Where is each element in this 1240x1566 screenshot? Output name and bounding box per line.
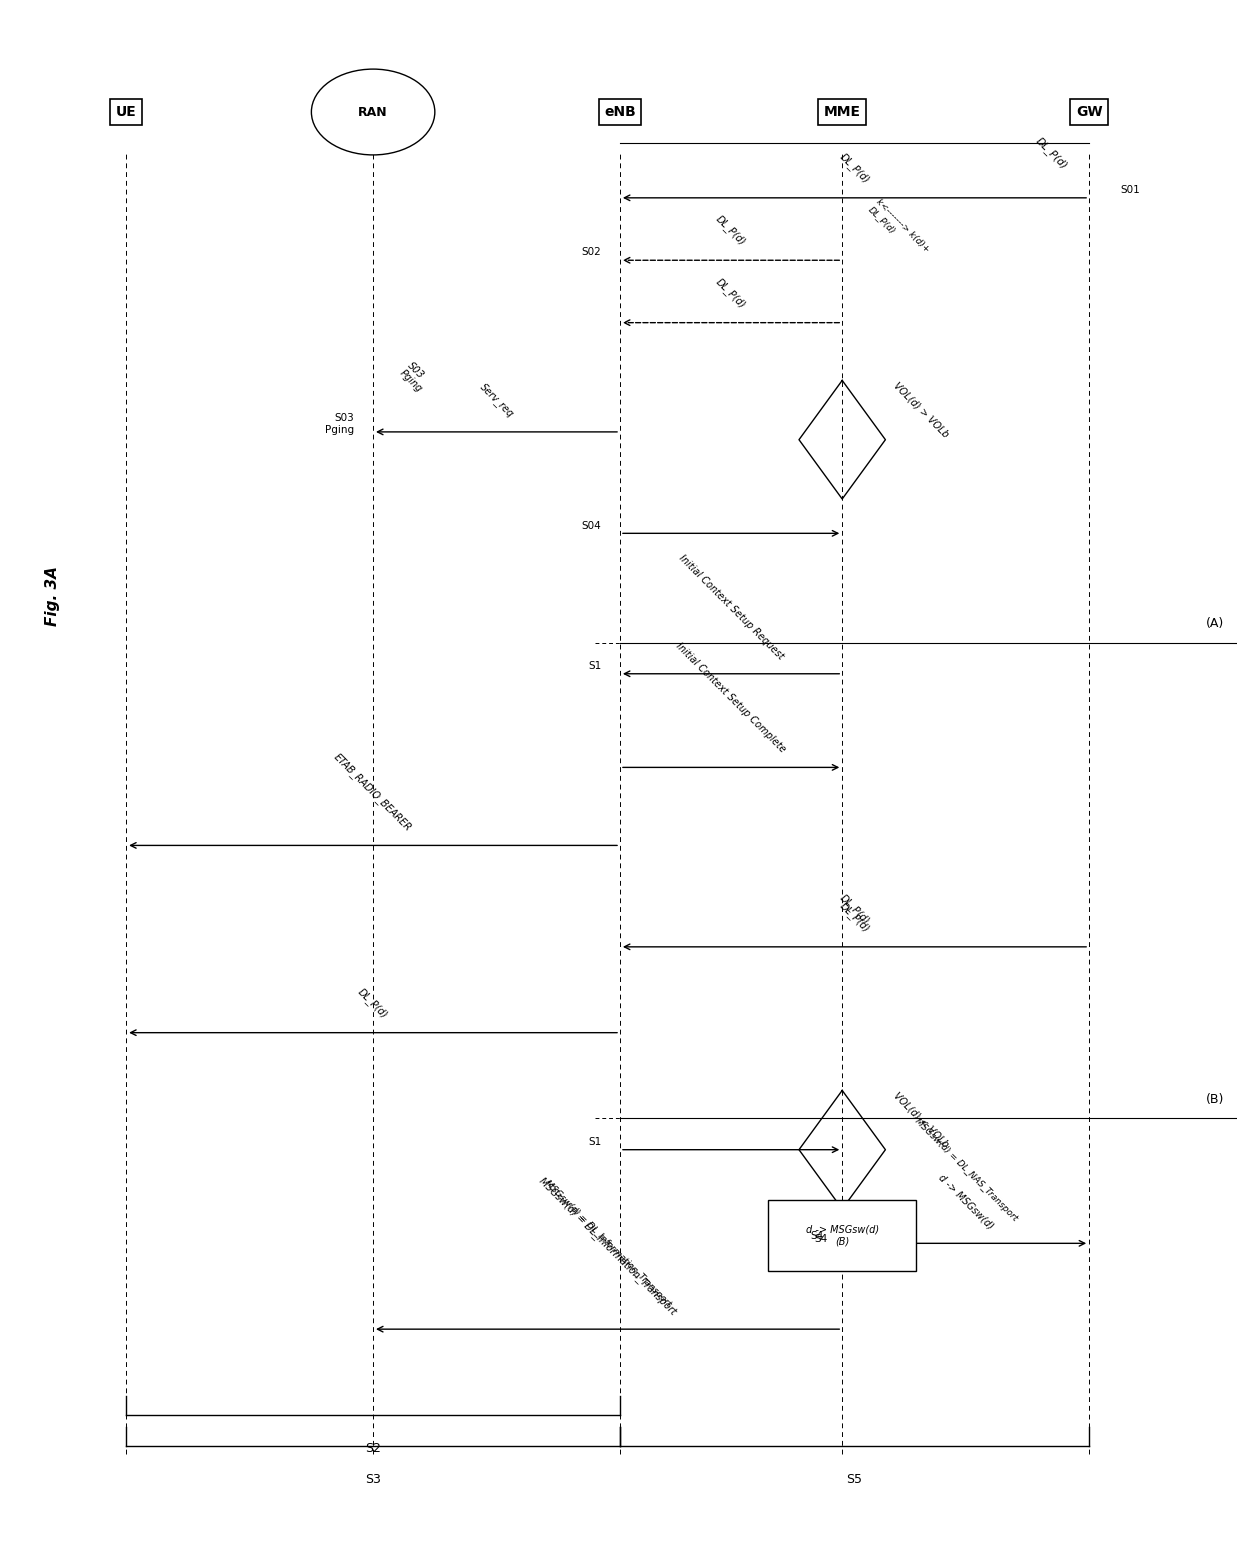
Text: VOL(d) < VOLb: VOL(d) < VOLb — [892, 1090, 951, 1149]
Text: Serv_req: Serv_req — [477, 381, 516, 420]
Ellipse shape — [311, 69, 435, 155]
Text: k<-------> k(d)+
DL_P(d): k<-------> k(d)+ DL_P(d) — [867, 197, 931, 262]
Text: RAN: RAN — [358, 105, 388, 119]
Text: S04: S04 — [582, 520, 601, 531]
FancyBboxPatch shape — [768, 1201, 916, 1270]
Text: Initial Context Setup Complete: Initial Context Setup Complete — [675, 642, 787, 755]
Text: d -> MSGsw(d): d -> MSGsw(d) — [936, 1171, 994, 1231]
Text: GW: GW — [1076, 105, 1102, 119]
Text: MSGsw(d) = DL_Information_Transport: MSGsw(d) = DL_Information_Transport — [537, 1174, 678, 1317]
Text: DL_P(d): DL_P(d) — [356, 987, 391, 1019]
Text: VOL(d) > VOLb: VOL(d) > VOLb — [892, 381, 951, 440]
Text: S4: S4 — [815, 1234, 827, 1243]
Text: DL_P(d): DL_P(d) — [1034, 135, 1070, 171]
Text: ETAB_RADIO_BEARER: ETAB_RADIO_BEARER — [332, 752, 414, 833]
Text: Initial Context Setup Request: Initial Context Setup Request — [677, 553, 785, 661]
Text: S5: S5 — [847, 1472, 863, 1486]
Text: DL_P(d): DL_P(d) — [837, 893, 872, 927]
Text: (B): (B) — [1207, 1093, 1225, 1106]
Text: S03
Pging: S03 Pging — [325, 413, 355, 435]
Text: UE: UE — [115, 105, 136, 119]
Text: S1: S1 — [588, 1137, 601, 1146]
Text: MSGsw(d) = DL_Information_Transport: MSGsw(d) = DL_Information_Transport — [543, 1179, 672, 1309]
Text: S03
Pging: S03 Pging — [398, 360, 433, 395]
Text: MME: MME — [823, 105, 861, 119]
Text: S01: S01 — [1120, 185, 1140, 196]
Text: Fig. 3A: Fig. 3A — [45, 565, 60, 626]
Text: S2: S2 — [365, 1442, 381, 1455]
Text: (A): (A) — [1207, 617, 1225, 630]
Text: d -> MSGsw(d)
(B): d -> MSGsw(d) (B) — [806, 1225, 879, 1247]
Text: DL_P(d): DL_P(d) — [837, 152, 872, 185]
Text: DL_P(d): DL_P(d) — [714, 213, 748, 247]
Text: MSGsw(d) = DL_NAS_Transport: MSGsw(d) = DL_NAS_Transport — [913, 1117, 1019, 1223]
Text: S02: S02 — [582, 247, 601, 257]
Text: S4: S4 — [811, 1231, 823, 1240]
Text: S1: S1 — [588, 661, 601, 670]
Text: eNB: eNB — [604, 105, 636, 119]
Text: S3: S3 — [365, 1472, 381, 1486]
Text: DL_P(d): DL_P(d) — [837, 900, 872, 935]
Text: DL_P(d): DL_P(d) — [714, 276, 748, 310]
